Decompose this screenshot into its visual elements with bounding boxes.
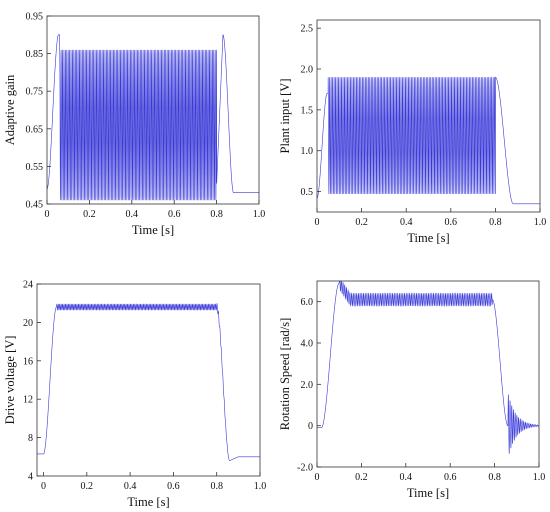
y-tick-label: 4 xyxy=(28,472,33,483)
x-axis-label: Time [s] xyxy=(407,231,449,245)
x-tick-label: 1.0 xyxy=(533,472,546,483)
plot-frame xyxy=(316,19,541,213)
plot-frame xyxy=(46,15,260,205)
x-tick-label: 0 xyxy=(315,472,320,483)
series-line xyxy=(316,76,540,205)
x-tick-label: 0.2 xyxy=(81,481,94,492)
chart-adaptive-gain: 0 0.2 0.4 0.6 0.8 1.0 0.45 0.55 0.65 0.75 0.85 0.95… xyxy=(3,12,266,238)
x-tick-label: 0.6 xyxy=(167,481,180,492)
x-tick-label: 0 xyxy=(315,217,320,228)
x-tick-label: 0.2 xyxy=(83,209,96,220)
y-tick-label: 0 xyxy=(308,421,313,432)
y-tick-label: 2.0 xyxy=(301,380,314,391)
y-axis-label: Adaptive gain xyxy=(3,74,17,145)
x-tick-label: 0.8 xyxy=(210,481,223,492)
x-tick-label: 0 xyxy=(41,481,46,492)
x-tick-label: 0.2 xyxy=(355,472,368,483)
x-tick-label: 0.2 xyxy=(355,217,368,228)
y-tick-label: 2.0 xyxy=(301,65,314,76)
y-tick-label: 1.0 xyxy=(301,146,314,157)
y-tick-label: 0.95 xyxy=(26,12,44,23)
x-tick-label: 0.4 xyxy=(126,209,139,220)
y-tick-label: 0.65 xyxy=(26,124,44,135)
plot-frame xyxy=(36,283,261,477)
plot-frame xyxy=(316,280,540,468)
y-tick-label: 0.55 xyxy=(26,162,44,173)
x-tick-label: 0.6 xyxy=(445,217,458,228)
x-tick-label: 0.8 xyxy=(210,209,223,220)
x-tick-label: 0 xyxy=(45,209,50,220)
y-tick-label: -2.0 xyxy=(297,463,313,474)
y-tick-label: 2.5 xyxy=(301,24,314,35)
x-tick-label: 0.6 xyxy=(444,472,457,483)
y-tick-label: 4.0 xyxy=(301,339,314,350)
x-axis-label: Time [s] xyxy=(132,223,174,237)
y-tick-label: 0.5 xyxy=(301,187,314,198)
y-axis-label: Plant input [V] xyxy=(278,79,292,154)
x-tick-label: 1.0 xyxy=(254,481,267,492)
y-tick-label: 0.85 xyxy=(26,49,44,60)
chart-plant-input: 0 0.2 0.4 0.6 0.8 1.0 0.5 1.0 1.5 2.0 2.5 Time [s] P… xyxy=(278,19,547,245)
y-axis-label: Rotation Speed [rad/s] xyxy=(278,318,292,430)
y-tick-label: 1.5 xyxy=(301,105,314,116)
x-axis-label: Time [s] xyxy=(127,495,169,509)
x-tick-label: 0.8 xyxy=(489,217,502,228)
series-line xyxy=(317,280,540,454)
y-tick-label: 0.45 xyxy=(26,200,44,211)
y-tick-label: 8 xyxy=(28,433,33,444)
x-tick-label: 1.0 xyxy=(253,209,266,220)
y-tick-label: 12 xyxy=(23,395,33,406)
x-axis-label: Time [s] xyxy=(407,486,449,500)
y-axis-label: Drive voltage [V] xyxy=(3,336,17,425)
y-tick-label: 0.75 xyxy=(26,87,44,98)
x-tick-label: 0.4 xyxy=(400,217,413,228)
y-tick-label: 20 xyxy=(23,318,33,329)
y-tick-label: 6.0 xyxy=(301,297,314,308)
series-line xyxy=(46,34,259,201)
x-tick-label: 0.8 xyxy=(488,472,501,483)
x-tick-label: 1.0 xyxy=(534,217,547,228)
y-tick-label: 24 xyxy=(23,280,33,291)
x-tick-label: 0.6 xyxy=(168,209,181,220)
x-tick-label: 0.4 xyxy=(124,481,137,492)
x-tick-label: 0.4 xyxy=(400,472,413,483)
y-tick-label: 16 xyxy=(23,356,33,367)
series-line xyxy=(37,302,260,461)
chart-drive-voltage: 0 0.2 0.4 0.6 0.8 1.0 4 8 12 16 20 24 Time [s] Drive … xyxy=(3,280,267,510)
